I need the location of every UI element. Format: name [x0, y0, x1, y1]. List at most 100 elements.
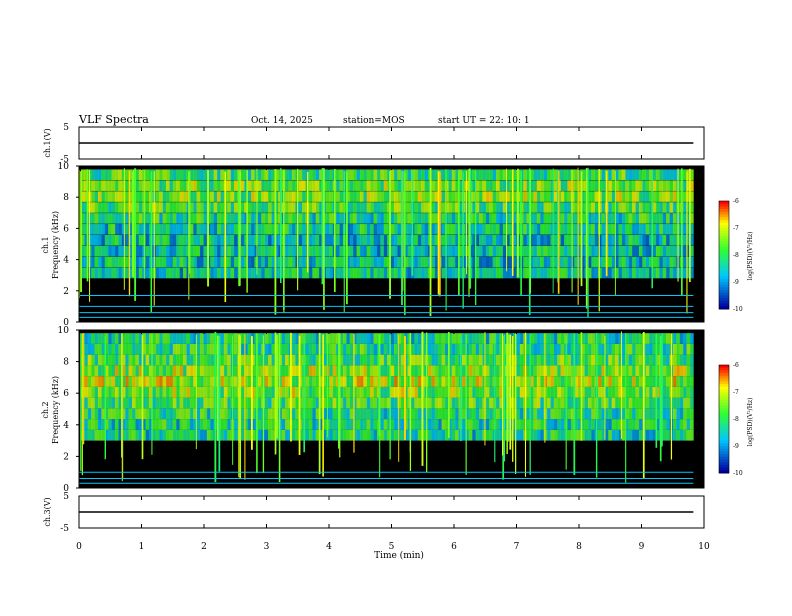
ch2-spectrogram-cell — [268, 343, 272, 355]
ch1-spectrogram-cell — [227, 169, 231, 181]
ch1-spectrogram-cell — [475, 191, 480, 202]
ch2-spectrogram-cell — [363, 408, 368, 420]
ch1-spectrogram-cell — [111, 202, 116, 213]
ch1-spectrogram-cell — [445, 180, 449, 191]
ch2-spectrogram-cell — [516, 429, 521, 441]
ch1-spectrogram-cell — [387, 224, 391, 235]
ch2-spectrogram-cell — [359, 419, 364, 430]
ch1-spectrogram-cell — [424, 234, 429, 246]
ch1-spectrogram-cell — [376, 169, 381, 181]
ch2-spectrogram-cell — [526, 397, 531, 409]
ch2-spectrogram-cell — [621, 376, 626, 387]
ch1-spectrogram-cell — [121, 180, 126, 191]
ch1-spectrogram-cell — [632, 213, 636, 224]
ch2-spectrogram-cell — [397, 429, 402, 441]
ch2-spectrogram-cell — [652, 365, 657, 377]
ch1-spectrogram-cell — [553, 169, 558, 181]
ch2-spectrogram-cell — [475, 333, 480, 344]
ch2-spectrogram-cell — [530, 376, 534, 387]
ch2-spectrogram-cell — [152, 333, 157, 344]
ch2-spectrogram-cell — [380, 419, 385, 430]
ch2-spectrogram-cell — [666, 429, 670, 441]
ch2-spectrogram-cell — [397, 386, 402, 398]
ch2-spectrogram-cell — [271, 333, 276, 344]
ch1-spectrogram-cell — [564, 234, 568, 246]
ch2-spectrogram-cell — [465, 343, 470, 355]
ch1-spectrogram-cell — [373, 256, 378, 268]
ch2-spectrogram-cell — [101, 408, 106, 420]
ch1-spectrogram-cell — [594, 180, 599, 191]
ch2-spectrogram-cell — [662, 343, 667, 355]
ch2-spectrogram-cell — [387, 354, 391, 366]
ch1-spectrogram-cell — [155, 191, 160, 202]
ch2-spectrogram-cell — [346, 365, 351, 377]
ch2-spectrogram-cell — [577, 376, 582, 387]
ch1-spectrogram-cell — [458, 202, 463, 213]
ch1-spectrogram-cell — [373, 267, 378, 279]
ch1-spectrogram-cell — [380, 267, 385, 279]
ch1-spectrogram-cell — [145, 169, 150, 181]
ch1-spectrogram-cell — [271, 267, 276, 279]
ch2-spectrogram-cell — [533, 419, 538, 430]
ch1-spectrogram-cell — [462, 267, 466, 279]
ch1-spectrogram-cell — [370, 234, 374, 246]
ch1-spectrogram-cell — [496, 180, 500, 191]
ch1-spectrogram-cell — [135, 213, 140, 224]
ch1-spectrogram-cell — [659, 267, 664, 279]
ch2-spectrogram-cell — [176, 376, 180, 387]
ch1-spectrogram-cell — [104, 169, 109, 181]
ch1-spectrogram-cell — [625, 191, 630, 202]
ch1-spectrogram-cell — [414, 191, 419, 202]
ch2-spectrogram-cell — [632, 386, 636, 398]
ch2-spectrogram-cell — [536, 419, 541, 430]
ch2-spectrogram-cell — [193, 397, 197, 409]
ch1-spectrogram-cell — [213, 169, 218, 181]
ch1-spectrogram-cell — [101, 256, 106, 268]
ch1-spectrogram-cell — [91, 202, 95, 213]
ch1-spectrogram-cell — [567, 180, 572, 191]
ch1-spectrogram-cell — [203, 267, 208, 279]
ch1-spectrogram-cell — [312, 169, 317, 181]
ch2-spectrogram-cell — [393, 429, 398, 441]
ch1-spectrogram-cell — [213, 202, 218, 213]
ch2-spectrogram-cell — [550, 408, 555, 420]
ch2-spectrogram-cell — [635, 343, 640, 355]
ch1-spectrogram-cell — [203, 191, 208, 202]
ch2-spectrogram-cell — [530, 408, 534, 420]
ch1-spectrogram-cell — [618, 234, 623, 246]
ch1-spectrogram-cell — [376, 180, 381, 191]
ch1-spectrogram-cell — [227, 224, 231, 235]
ch1-spectrogram-cell — [407, 180, 412, 191]
ch2-spectrogram-cell — [108, 354, 112, 366]
ch1-spectrogram-cell — [91, 245, 95, 257]
ch1-spectrogram-cell — [431, 191, 436, 202]
ch2-spectrogram-cell — [689, 386, 694, 398]
ch1-spectrogram-cell — [244, 256, 249, 268]
ch2-spectrogram-cell — [346, 408, 351, 420]
ch1-spectrogram-cell — [472, 245, 476, 257]
ch2-spectrogram-cell — [149, 429, 153, 441]
colorbar-2-label: log(PSD)(V²/Hz) — [747, 398, 754, 447]
ch1-spectrogram-cell — [683, 169, 687, 181]
ch2-spectrogram-cell — [598, 429, 602, 441]
ch1-spectrogram-cell — [108, 234, 112, 246]
ch2-spectrogram-cell — [621, 365, 626, 377]
ch1-spectrogram-cell — [261, 245, 266, 257]
ch2-spectrogram-cell — [251, 397, 255, 409]
ch1-spectrogram-cell — [203, 180, 208, 191]
ch2-spectrogram-cell — [455, 397, 459, 409]
ch2-spectrogram-cell — [550, 386, 555, 398]
ch2-spectrogram-cell — [407, 376, 412, 387]
ch2-spectrogram-cell — [513, 419, 517, 430]
ch2-spectrogram-cell — [550, 397, 555, 409]
ch1-spectrogram-cell — [649, 224, 653, 235]
ch2-spectrogram-cell — [295, 408, 300, 420]
ch1-spectrogram-cell — [264, 191, 269, 202]
ch1-spectrogram-cell — [135, 191, 140, 202]
ch2-spectrogram-cell — [438, 386, 442, 398]
ch1-spectrogram-cell — [564, 256, 568, 268]
ch2-spectrogram-cell — [142, 354, 146, 366]
ch2-spectrogram-cell — [611, 419, 616, 430]
ch1-spectrogram-cell — [489, 256, 493, 268]
ch1-spectrogram-cell — [417, 256, 422, 268]
